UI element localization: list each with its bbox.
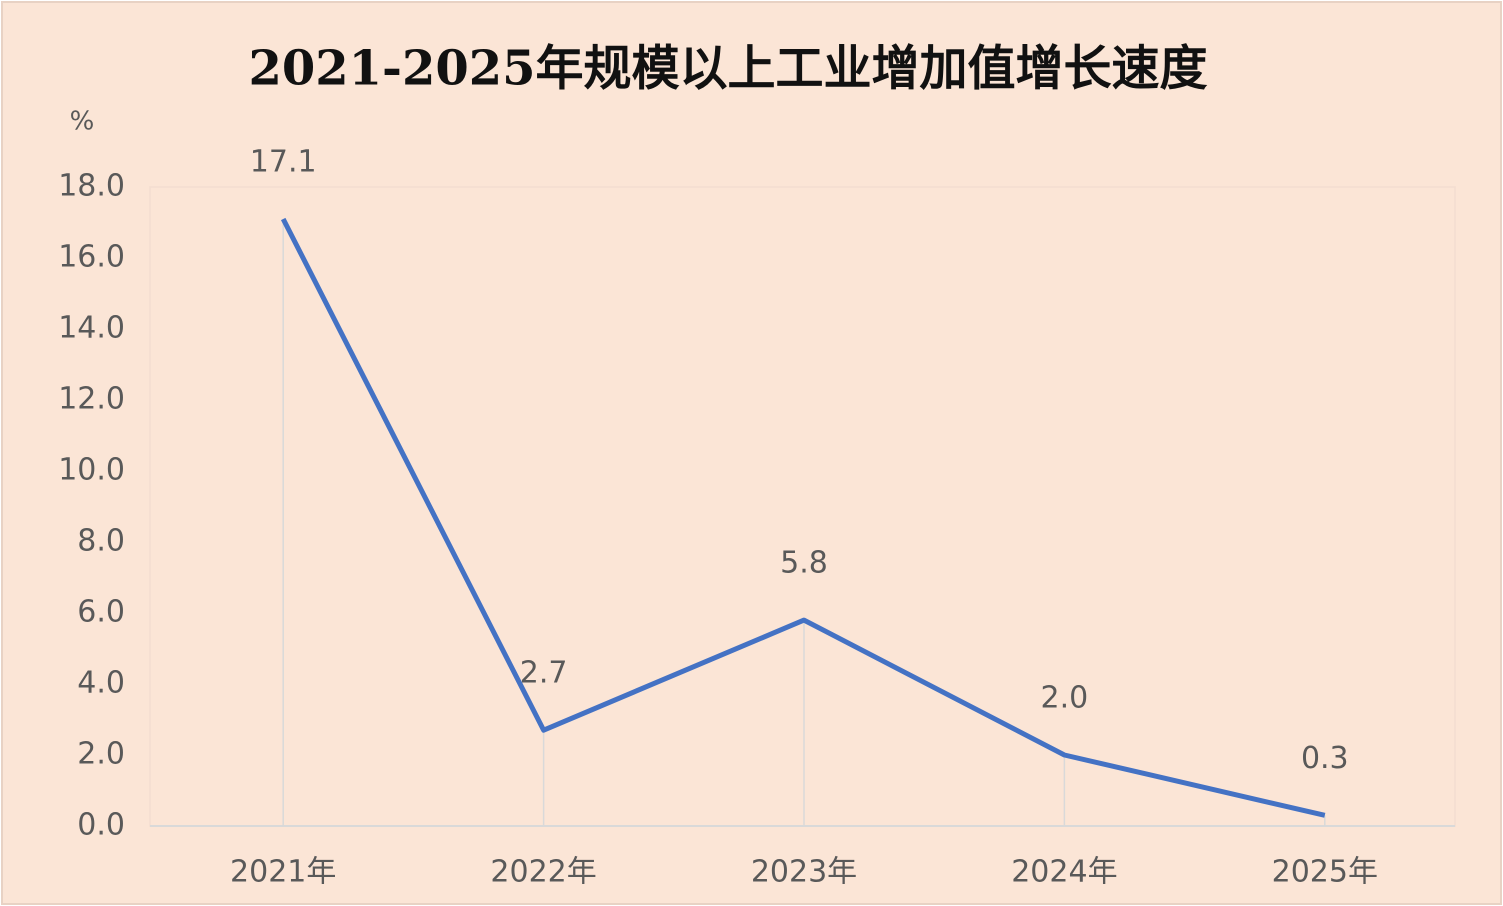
x-tick-label: 2021年	[230, 855, 336, 890]
data-label: 2.7	[520, 656, 568, 691]
y-tick-label: 16.0	[58, 240, 125, 275]
x-tick-label: 2022年	[490, 855, 596, 890]
data-label: 17.1	[250, 144, 317, 179]
data-label: 2.0	[1041, 681, 1089, 716]
data-label: 0.3	[1301, 741, 1349, 776]
y-tick-label: 10.0	[58, 453, 125, 488]
y-tick-label: 18.0	[58, 169, 125, 204]
y-axis-label: %	[70, 107, 95, 137]
y-tick-label: 2.0	[77, 737, 125, 772]
y-tick-label: 14.0	[58, 311, 125, 346]
y-tick-label: 12.0	[58, 382, 125, 417]
data-line	[280, 217, 1326, 818]
data-label: 5.8	[780, 546, 828, 581]
chart-title: 2021-2025年规模以上工业增加值增长速度	[248, 41, 1207, 97]
x-tick-label: 2024年	[1011, 855, 1117, 890]
y-tick-label: 4.0	[77, 666, 125, 701]
y-tick-label: 8.0	[77, 524, 125, 559]
x-tick-label: 2023年	[751, 855, 857, 890]
y-tick-label: 0.0	[77, 808, 125, 843]
y-tick-label: 6.0	[77, 595, 125, 630]
x-tick-label: 2025年	[1272, 855, 1378, 890]
